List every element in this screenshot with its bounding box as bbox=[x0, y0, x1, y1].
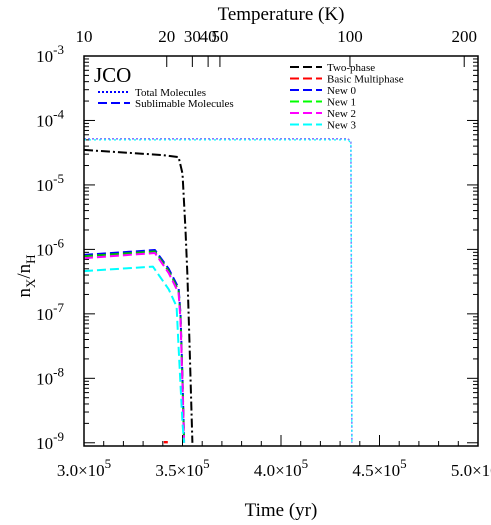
y-tick-label: 10-4 bbox=[36, 106, 64, 130]
y-tick-label: 10-7 bbox=[36, 300, 64, 324]
legend-right-label: Basic Multiphase bbox=[327, 74, 404, 86]
x-tick-label: 4.5×105 bbox=[352, 456, 406, 480]
top-axis-title: Temperature (K) bbox=[218, 4, 345, 25]
y-tick-label: 10-5 bbox=[36, 171, 64, 195]
top-tick-label: 30 bbox=[184, 27, 201, 46]
legend-right-label: Two-phase bbox=[327, 62, 375, 74]
series-line-new2 bbox=[83, 252, 186, 443]
series-line-new3 bbox=[83, 265, 186, 443]
top-tick-label: 200 bbox=[451, 27, 477, 46]
plot-frame bbox=[83, 55, 479, 447]
x-axis-title: Time (yr) bbox=[245, 500, 318, 521]
series-group bbox=[83, 138, 353, 444]
y-tick-label: 10-9 bbox=[36, 429, 64, 453]
series-line-total bbox=[84, 138, 353, 443]
top-tick-label: 50 bbox=[211, 27, 228, 46]
x-tick-label: 4.0×105 bbox=[254, 456, 308, 480]
top-tick-label: 40 bbox=[200, 27, 217, 46]
legend-right-label: New 3 bbox=[327, 120, 357, 132]
y-tick-label: 10-3 bbox=[36, 42, 64, 66]
legend-left-label: Total Molecules bbox=[135, 87, 206, 99]
series-line-new1 bbox=[83, 250, 186, 443]
series-line-two_phase bbox=[83, 148, 194, 443]
y-axis-title: nX/nH bbox=[14, 254, 38, 297]
legend-left-label: Sublimable Molecules bbox=[135, 98, 234, 110]
x-tick-label: 3.5×105 bbox=[155, 456, 209, 480]
series-line-total_cyan bbox=[84, 139, 353, 443]
top-tick-label: 20 bbox=[158, 27, 175, 46]
x-tick-label: 5.0×105 bbox=[451, 456, 491, 480]
legend-right-label: New 1 bbox=[327, 97, 356, 109]
series-line-new0 bbox=[83, 249, 186, 443]
panel-label: JCO bbox=[94, 63, 131, 87]
legend-right-label: New 0 bbox=[327, 85, 357, 97]
x-tick-label: 3.0×105 bbox=[57, 456, 111, 480]
legend-right-label: New 2 bbox=[327, 108, 356, 120]
y-tick-label: 10-6 bbox=[36, 235, 64, 259]
y-tick-label: 10-8 bbox=[36, 364, 64, 388]
top-tick-label: 10 bbox=[76, 27, 93, 46]
axis-ticks: 10-9 10-8 10-7 10-6 10-5 10-4 10-3 3.0×105 3.5×1… bbox=[36, 27, 491, 480]
top-tick-label: 100 bbox=[337, 27, 363, 46]
